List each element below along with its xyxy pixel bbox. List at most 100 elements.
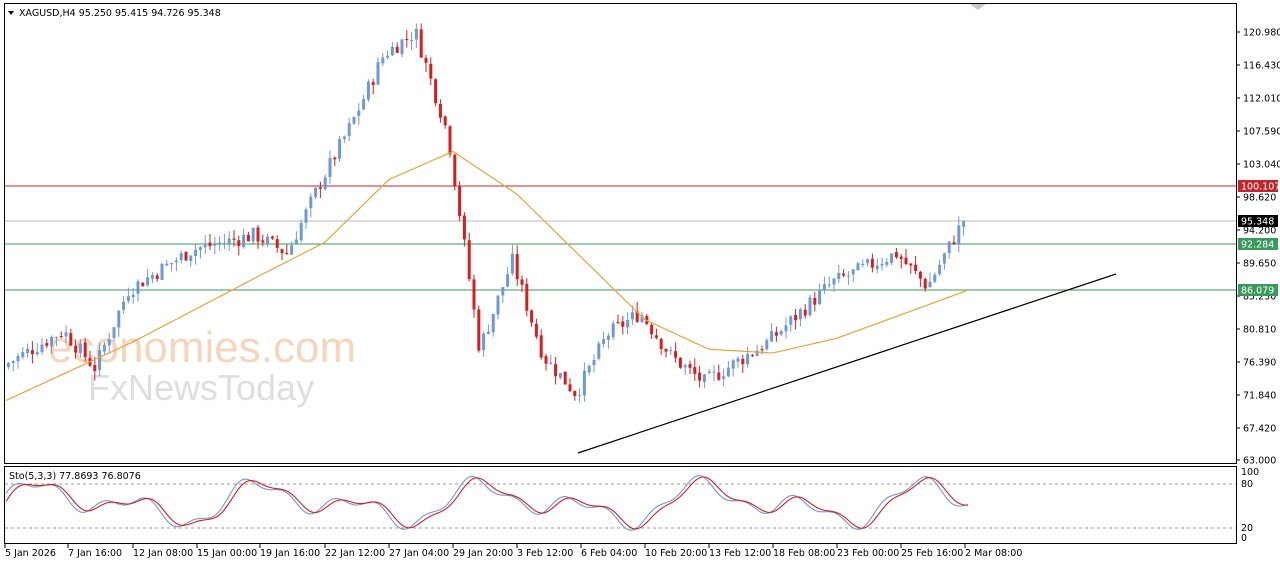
candle-bear — [914, 264, 918, 271]
candle-bull — [482, 333, 486, 350]
candle-bear — [434, 79, 438, 104]
candle-bull — [410, 40, 414, 42]
candle-bear — [554, 364, 558, 377]
watermark-fxnewstoday: FxNewsToday — [88, 367, 314, 408]
candle-bull — [352, 117, 356, 124]
time-tick-label: 25 Feb 16:00 — [901, 548, 963, 559]
candle-bear — [270, 236, 274, 239]
time-axis: 5 Jan 2026 7 Jan 16:00 12 Jan 08:00 15 J… — [4, 544, 1022, 559]
candle-bear — [443, 116, 447, 126]
candle-bear — [774, 332, 778, 336]
candle-bear — [909, 263, 913, 266]
candle-bull — [602, 339, 606, 345]
candle-bear — [698, 372, 702, 381]
candle-bull — [587, 365, 591, 373]
candle-bear — [59, 336, 63, 338]
support-label-box-2 — [1238, 284, 1278, 296]
stoch-header: Sto(5,3,3) 77.8693 76.8076 — [9, 471, 141, 482]
candle-bear — [515, 254, 519, 280]
price-tick-label: 80.810 — [1243, 325, 1276, 336]
stoch-axis-label: 80 — [1241, 479, 1253, 490]
candle-bear — [794, 314, 798, 321]
candle-bear — [563, 371, 567, 385]
price-tick-label: 103.040 — [1243, 160, 1280, 171]
price-tick-label: 112.010 — [1243, 94, 1280, 105]
candle-bear — [904, 257, 908, 265]
candle-bull — [35, 352, 39, 355]
candle-bull — [218, 242, 222, 244]
candle-bull — [736, 358, 740, 362]
candle-bear — [395, 46, 399, 53]
stoch-signal-line — [5, 476, 968, 530]
candle-bear — [544, 356, 548, 364]
candle-bear — [894, 252, 898, 258]
candle-bull — [323, 177, 327, 190]
candle-bear — [760, 349, 764, 351]
candle-bear — [842, 273, 846, 276]
candle-bear — [525, 283, 529, 311]
candle-bear — [448, 126, 452, 155]
triangle-down-icon[interactable] — [8, 11, 14, 15]
shift-marker-icon[interactable] — [970, 4, 986, 10]
candle-bear — [280, 249, 284, 254]
candle-bear — [477, 309, 481, 351]
candle-bull — [304, 209, 308, 223]
candle-bull — [770, 331, 774, 342]
candle-bull — [962, 221, 966, 227]
candle-bull — [578, 394, 582, 396]
support-label-2: 86.079 — [1241, 286, 1274, 297]
candle-bull — [506, 274, 510, 287]
stoch-axis-label: 0 — [1241, 533, 1247, 544]
candle-bull — [491, 313, 495, 333]
candle-bull — [290, 245, 294, 255]
stoch-pane-frame — [4, 466, 1237, 544]
candle-bull — [832, 278, 836, 285]
candle-bull — [366, 81, 370, 100]
candle-bull — [136, 281, 140, 294]
candle-bull — [203, 243, 207, 248]
candle-bull — [822, 284, 826, 291]
candle-bull — [846, 275, 850, 277]
candle-bull — [309, 196, 313, 209]
candle-bear — [419, 29, 423, 58]
candle-bear — [246, 234, 250, 242]
candle-bear — [30, 350, 34, 355]
candle-bull — [222, 243, 226, 245]
time-tick-label: 29 Jan 20:00 — [453, 548, 513, 559]
time-tick-label: 15 Jan 00:00 — [197, 548, 257, 559]
candle-bear — [635, 311, 639, 322]
price-tick-label: 63.000 — [1243, 456, 1276, 467]
candle-bull — [702, 374, 706, 382]
candle-bear — [275, 239, 279, 248]
candle-bull — [6, 363, 10, 367]
candle-bear — [472, 279, 476, 310]
candle-bull — [510, 253, 514, 274]
resistance-label: 100.107 — [1241, 182, 1280, 193]
candle-bear — [83, 342, 87, 358]
ascending-trendline[interactable] — [577, 273, 1117, 454]
candle-bull — [808, 297, 812, 316]
watermark-economies: economies.com — [48, 323, 356, 372]
time-tick-label: 10 Feb 20:00 — [645, 548, 707, 559]
current-price-label-box — [1238, 215, 1278, 227]
candle-bull — [362, 99, 366, 110]
candle-bull — [875, 265, 879, 270]
candle-bull — [640, 315, 644, 322]
candle-bull — [414, 28, 418, 40]
price-tick-label: 71.840 — [1243, 391, 1276, 402]
candle-bull — [328, 157, 332, 178]
candle-bull — [294, 239, 298, 245]
price-tick-label: 76.390 — [1243, 358, 1276, 369]
candle-bull — [582, 370, 586, 396]
candle-bull — [866, 259, 870, 264]
candle-bull — [376, 62, 380, 85]
time-tick-label: 3 Feb 12:00 — [517, 548, 573, 559]
current-price-label: 95.348 — [1241, 217, 1274, 228]
price-tick-label: 85.230 — [1243, 292, 1276, 303]
candle-bear — [208, 242, 212, 247]
time-tick-label: 18 Feb 08:00 — [773, 548, 835, 559]
moving-average-line — [5, 150, 967, 402]
candle-bull — [357, 110, 361, 116]
